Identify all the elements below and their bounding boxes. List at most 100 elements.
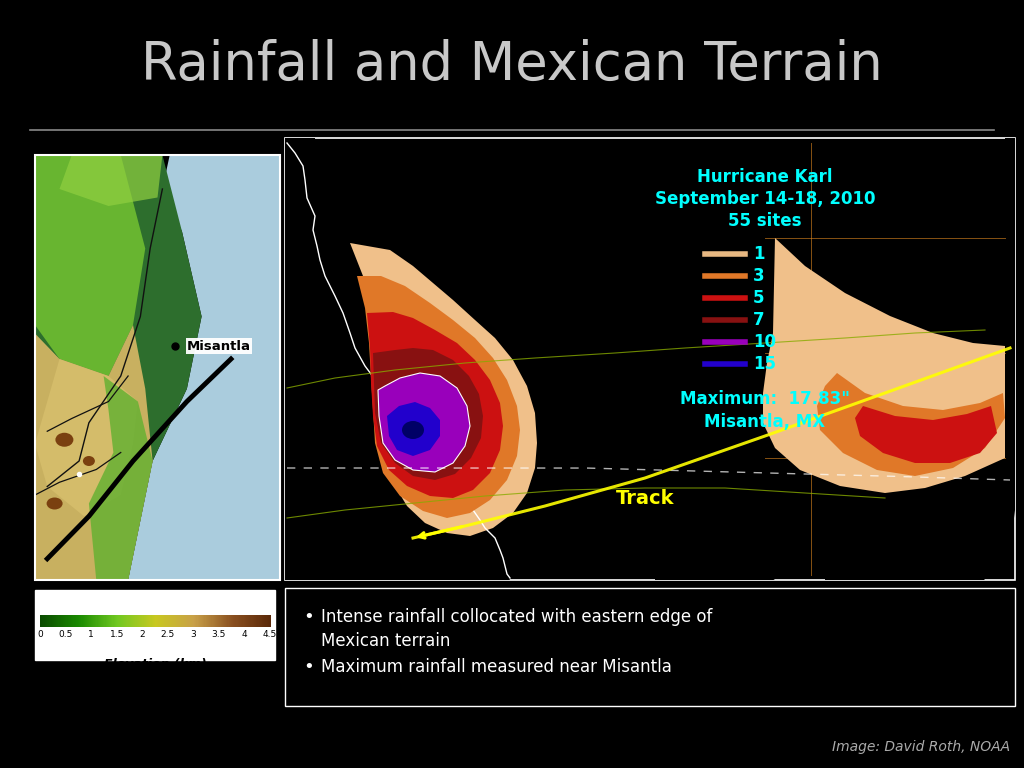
Bar [67,615,69,627]
Bar [109,615,111,627]
Bar [169,615,170,627]
Bar [262,615,263,627]
Bar [143,615,145,627]
Bar [248,615,250,627]
Bar [55,615,56,627]
Bar [217,615,219,627]
Bar [204,615,205,627]
Bar [47,615,48,627]
Bar [216,615,217,627]
Bar [247,615,249,627]
Bar [92,615,93,627]
Bar [93,615,94,627]
Text: 3: 3 [190,630,197,639]
Bar [40,615,42,627]
Bar [135,615,137,627]
Bar [103,615,104,627]
Bar [66,615,67,627]
Bar [79,615,81,627]
Bar [76,615,77,627]
Text: Maximum:  17.83": Maximum: 17.83" [680,390,850,408]
Bar [94,615,95,627]
Bar [65,615,66,627]
Text: Maximum rainfall measured near Misantla: Maximum rainfall measured near Misantla [321,658,672,676]
Bar [42,615,44,627]
Bar [35,590,275,660]
Bar [43,615,45,627]
Bar [196,615,197,627]
Bar [202,615,204,627]
Polygon shape [367,312,503,498]
Text: Image: David Roth, NOAA: Image: David Roth, NOAA [831,740,1010,754]
Bar [215,615,216,627]
Bar [122,615,123,627]
Bar [209,615,211,627]
Bar [118,615,120,627]
Bar [190,615,193,627]
Bar [154,615,156,627]
Text: 3: 3 [753,267,765,285]
Bar [155,615,157,627]
Text: •: • [303,658,313,676]
Bar [193,615,195,627]
Bar [205,615,206,627]
Ellipse shape [83,456,95,466]
Bar [156,615,158,627]
Bar [96,615,98,627]
Bar [165,615,167,627]
Bar [242,615,243,627]
Bar [140,615,141,627]
Bar [183,615,185,627]
Bar [131,615,132,627]
Bar [266,615,268,627]
Bar [152,615,154,627]
Bar [220,615,222,627]
Bar [236,615,238,627]
Bar [116,615,118,627]
Bar [214,615,215,627]
Bar [95,615,97,627]
Bar [181,615,183,627]
Polygon shape [763,238,1005,493]
Bar [102,615,103,627]
Text: Misantla, MX: Misantla, MX [705,413,825,431]
Bar [197,615,198,627]
Bar [71,615,73,627]
Bar [187,615,188,627]
Text: 2.5: 2.5 [161,630,175,639]
Bar [133,615,135,627]
Text: 1: 1 [88,630,94,639]
Bar [261,615,262,627]
Bar [210,615,212,627]
Bar [171,615,173,627]
Bar [230,615,232,627]
Bar [127,615,129,627]
Bar [81,615,83,627]
Bar [57,615,59,627]
Bar [70,615,72,627]
Bar [219,615,221,627]
Bar [113,615,114,627]
Bar [191,615,194,627]
Polygon shape [1000,138,1015,518]
Bar [130,615,131,627]
Bar [111,615,112,627]
Ellipse shape [47,498,62,509]
Text: 4.5: 4.5 [263,630,278,639]
Bar [269,615,270,627]
Bar [129,615,130,627]
Text: 7: 7 [753,311,765,329]
Polygon shape [825,515,985,580]
Bar [180,615,182,627]
Bar [35,155,280,580]
Bar [226,615,228,627]
Bar [108,615,110,627]
Bar [84,615,85,627]
Text: Mexican terrain: Mexican terrain [321,632,451,650]
Bar [80,615,82,627]
Bar [238,615,240,627]
Bar [222,615,223,627]
Bar [176,615,177,627]
Polygon shape [378,373,470,472]
Polygon shape [357,276,520,518]
